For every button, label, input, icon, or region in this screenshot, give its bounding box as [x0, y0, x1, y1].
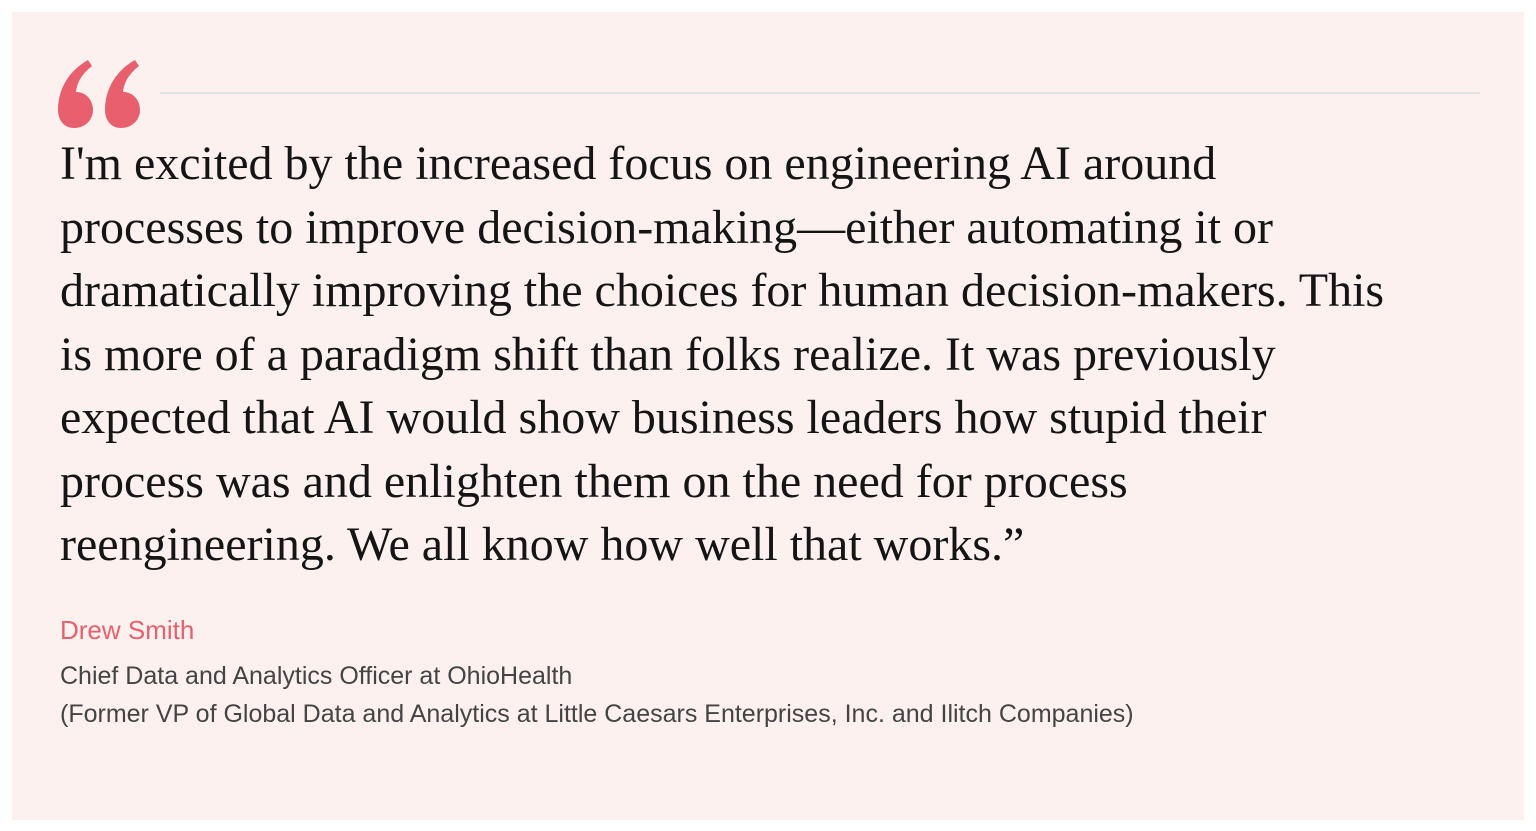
quote-line: I'm excited by the increased focus on en… — [60, 137, 1217, 190]
divider — [160, 92, 1480, 94]
quote-icon — [58, 60, 140, 128]
quote-line: processes to improve decision-making—eit… — [60, 200, 1274, 254]
author-name: Drew Smith — [60, 615, 195, 645]
quote-line: dramatically improving the choices for h… — [60, 264, 1385, 317]
quote-line: process was and enlighten them on the ne… — [60, 454, 1128, 508]
quote-card — [12, 12, 1524, 820]
quote-text: I'm excited by the increased focus on en… — [60, 132, 1384, 577]
quote-line: expected that AI would show business lea… — [60, 391, 1267, 444]
quote-line: reengineering. We all know how well that… — [60, 518, 1025, 571]
quote-line: is more of a paradigm shift than folks r… — [60, 327, 1276, 381]
author-former-title: (Former VP of Global Data and Analytics … — [60, 700, 1134, 728]
author-title: Chief Data and Analytics Officer at Ohio… — [60, 662, 573, 690]
